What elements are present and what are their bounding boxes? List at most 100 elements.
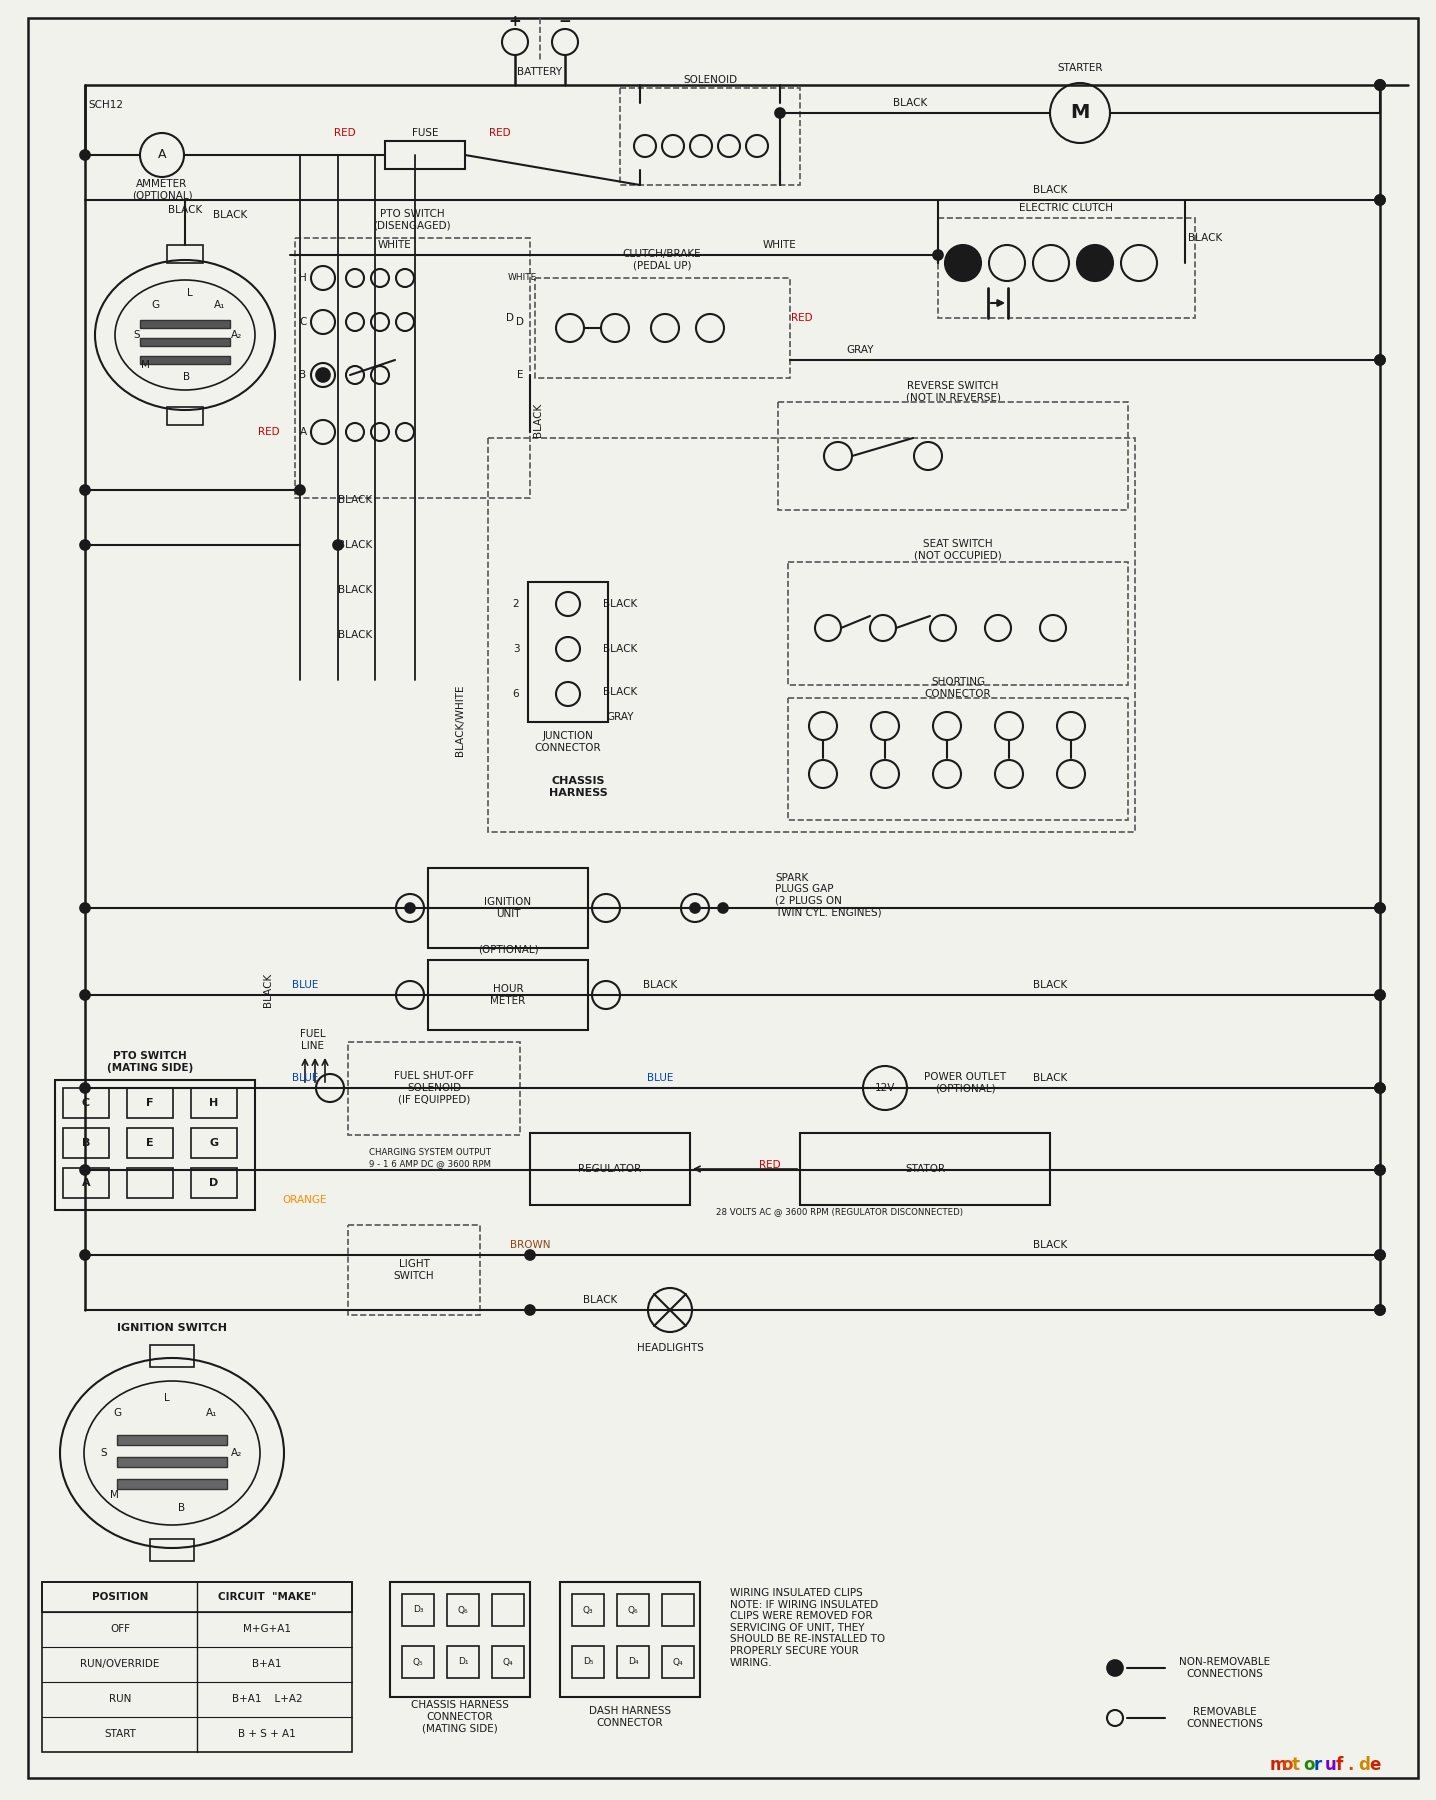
Text: CHARGING SYSTEM OUTPUT
9 - 1 6 AMP DC @ 3600 RPM: CHARGING SYSTEM OUTPUT 9 - 1 6 AMP DC @ … xyxy=(369,1148,491,1168)
Text: D₅: D₅ xyxy=(583,1658,593,1667)
Bar xyxy=(191,1129,237,1157)
Bar xyxy=(167,245,202,263)
Text: RED: RED xyxy=(791,313,813,322)
Text: HEADLIGHTS: HEADLIGHTS xyxy=(636,1343,704,1354)
Text: B: B xyxy=(178,1503,185,1514)
Text: FUSE: FUSE xyxy=(412,128,438,139)
Text: CHASSIS
HARNESS: CHASSIS HARNESS xyxy=(549,776,607,797)
Text: RED: RED xyxy=(760,1159,781,1170)
Text: BLACK: BLACK xyxy=(643,979,678,990)
Bar xyxy=(662,1645,694,1678)
Text: B: B xyxy=(300,371,306,380)
Text: 28 VOLTS AC @ 3600 RPM (REGULATOR DISCONNECTED): 28 VOLTS AC @ 3600 RPM (REGULATOR DISCON… xyxy=(717,1208,964,1217)
Circle shape xyxy=(1376,1084,1384,1093)
Circle shape xyxy=(1376,1084,1384,1093)
Text: o: o xyxy=(1281,1757,1292,1775)
Text: GRAY: GRAY xyxy=(846,346,873,355)
Circle shape xyxy=(1376,904,1384,913)
Bar xyxy=(530,1132,691,1204)
Text: Q₃: Q₃ xyxy=(583,1606,593,1615)
Text: ORANGE: ORANGE xyxy=(283,1195,327,1204)
Text: RED: RED xyxy=(335,128,356,139)
Bar xyxy=(167,407,202,425)
Circle shape xyxy=(1077,245,1113,281)
Text: RED: RED xyxy=(490,128,511,139)
Text: SEAT SWITCH
(NOT OCCUPIED): SEAT SWITCH (NOT OCCUPIED) xyxy=(915,540,1002,562)
Text: BLACK: BLACK xyxy=(337,540,372,551)
Text: BLACK: BLACK xyxy=(213,211,247,220)
Text: M: M xyxy=(1070,103,1090,122)
Text: AMMETER
(OPTIONAL): AMMETER (OPTIONAL) xyxy=(132,180,192,202)
Circle shape xyxy=(1376,194,1384,205)
Circle shape xyxy=(1376,1165,1384,1175)
Bar xyxy=(116,1456,227,1467)
Text: BLACK: BLACK xyxy=(893,97,928,108)
Bar xyxy=(938,218,1195,319)
Bar xyxy=(402,1645,434,1678)
Text: BATTERY: BATTERY xyxy=(517,67,563,77)
Text: BLACK: BLACK xyxy=(603,688,638,697)
Text: C: C xyxy=(82,1098,90,1109)
Bar xyxy=(139,338,230,346)
Bar xyxy=(617,1595,649,1625)
Circle shape xyxy=(316,367,330,382)
Text: B: B xyxy=(82,1138,90,1148)
Bar xyxy=(42,1582,352,1613)
Text: D₃: D₃ xyxy=(412,1606,424,1615)
Text: A₂: A₂ xyxy=(231,1447,243,1458)
Circle shape xyxy=(718,904,728,913)
Bar xyxy=(116,1435,227,1445)
Text: GRAY: GRAY xyxy=(606,713,633,722)
Text: M+G+A1: M+G+A1 xyxy=(243,1624,292,1634)
Text: t: t xyxy=(1292,1757,1300,1775)
Text: SOLENOID: SOLENOID xyxy=(684,76,737,85)
Text: CHASSIS HARNESS
CONNECTOR
(MATING SIDE): CHASSIS HARNESS CONNECTOR (MATING SIDE) xyxy=(411,1701,508,1733)
Text: BLACK: BLACK xyxy=(1032,979,1067,990)
Circle shape xyxy=(80,484,90,495)
Text: Q₆: Q₆ xyxy=(458,1606,468,1615)
Text: OFF: OFF xyxy=(111,1624,131,1634)
Text: G: G xyxy=(210,1138,218,1148)
Text: NON-REMOVABLE
CONNECTIONS: NON-REMOVABLE CONNECTIONS xyxy=(1179,1658,1271,1679)
Text: BLACK: BLACK xyxy=(583,1294,617,1305)
Circle shape xyxy=(1376,990,1384,1001)
Bar xyxy=(428,868,587,949)
Text: BLACK: BLACK xyxy=(1032,1073,1067,1084)
Text: RUN: RUN xyxy=(109,1694,131,1705)
Circle shape xyxy=(1376,355,1384,365)
Bar xyxy=(493,1595,524,1625)
Bar xyxy=(63,1129,109,1157)
Bar xyxy=(126,1087,172,1118)
Text: BLACK: BLACK xyxy=(1188,232,1222,243)
Text: u: u xyxy=(1325,1757,1337,1775)
Text: M: M xyxy=(109,1490,118,1499)
Text: Q₅: Q₅ xyxy=(412,1658,424,1667)
Text: ELECTRIC CLUTCH: ELECTRIC CLUTCH xyxy=(1020,203,1113,212)
Text: D: D xyxy=(516,317,524,328)
Text: .: . xyxy=(1347,1757,1353,1775)
Text: POSITION: POSITION xyxy=(92,1591,148,1602)
Bar xyxy=(63,1087,109,1118)
Bar xyxy=(788,562,1129,686)
Text: r: r xyxy=(1314,1757,1323,1775)
Text: L: L xyxy=(187,288,192,299)
Bar xyxy=(385,140,465,169)
Circle shape xyxy=(1376,1305,1384,1316)
Circle shape xyxy=(1376,990,1384,1001)
Text: BLACK/WHITE: BLACK/WHITE xyxy=(455,684,465,756)
Circle shape xyxy=(80,1165,90,1175)
Text: B: B xyxy=(184,373,191,382)
Text: B + S + A1: B + S + A1 xyxy=(238,1730,296,1739)
Text: D: D xyxy=(210,1177,218,1188)
Text: STARTER: STARTER xyxy=(1057,63,1103,74)
Text: C: C xyxy=(299,317,307,328)
Circle shape xyxy=(1376,1165,1384,1175)
Circle shape xyxy=(80,1249,90,1260)
Text: o: o xyxy=(1302,1757,1314,1775)
Text: HOUR
METER: HOUR METER xyxy=(490,985,526,1006)
Text: 3: 3 xyxy=(513,644,520,653)
Text: JUNCTION
CONNECTOR: JUNCTION CONNECTOR xyxy=(534,731,602,752)
Bar xyxy=(42,1582,352,1751)
Circle shape xyxy=(526,1249,536,1260)
Circle shape xyxy=(1376,1249,1384,1260)
